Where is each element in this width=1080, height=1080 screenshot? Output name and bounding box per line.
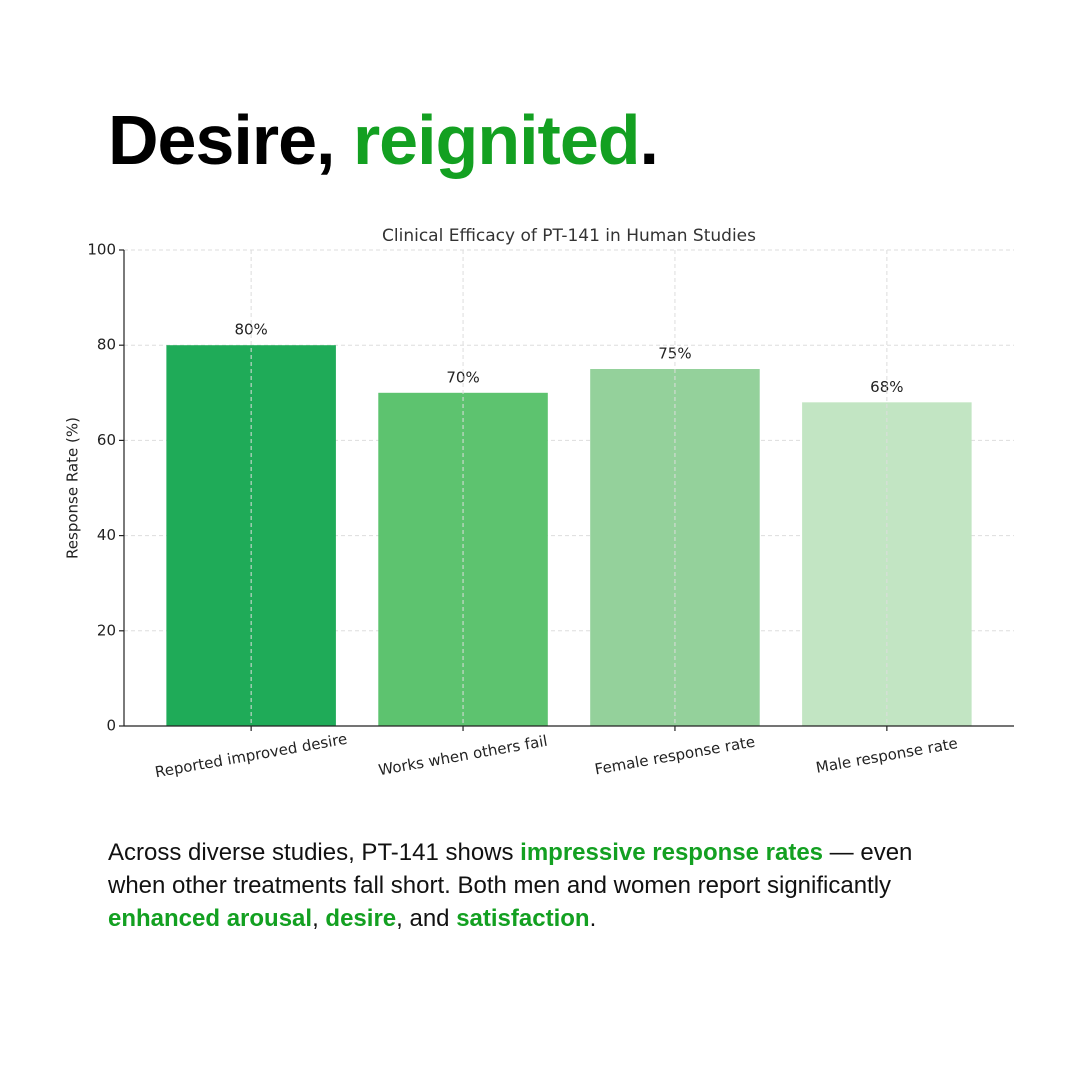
text-segment: — even when other treatments fall short.… [108,839,913,899]
text-segment: Across diverse studies, PT-141 shows [108,839,521,866]
text-segment: . [639,101,659,179]
value-label: 75% [658,345,691,363]
text-segment: Desire, [108,101,353,179]
y-axis-label: Response Rate (%) [64,417,82,559]
x-tick-label: Male response rate [814,734,959,777]
y-tick-label: 20 [97,621,116,639]
y-tick-label: 80 [97,336,116,354]
y-tick-label: 60 [97,431,116,449]
text-segment: . [589,905,597,932]
y-tick-label: 40 [97,526,116,544]
x-tick-label: Works when others fail [377,732,549,779]
highlight-text: enhanced arousal [108,905,313,932]
y-tick-label: 100 [87,241,116,259]
highlight-text: impressive response rates [520,839,824,866]
text-segment: , and [396,905,457,932]
chart-title: Clinical Efficacy of PT-141 in Human Stu… [382,226,756,246]
y-tick-label: 0 [106,717,116,735]
headline: Desire, reignited. [108,100,659,180]
text-segment: , [312,905,326,932]
x-tick-label: Female response rate [593,733,756,779]
highlight-text: reignited [352,101,641,179]
highlight-text: desire [325,905,397,932]
description: Across diverse studies, PT-141 shows imp… [108,836,968,935]
x-tick-label: Reported improved desire [154,730,349,782]
bar [166,345,336,726]
highlight-text: satisfaction [456,905,590,932]
